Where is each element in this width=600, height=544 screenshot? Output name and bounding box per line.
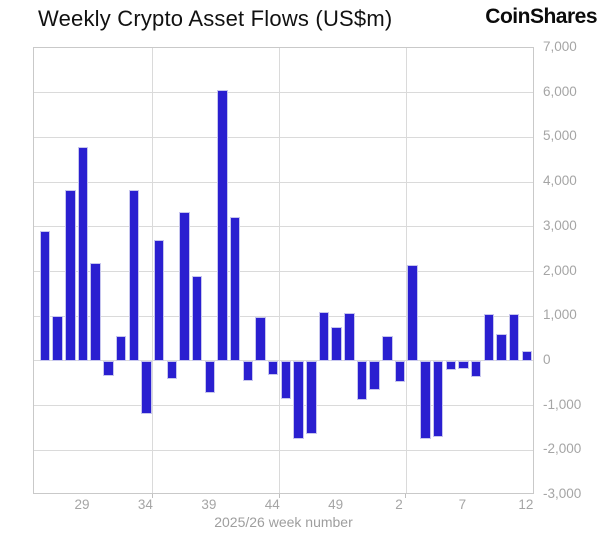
bar-week-44	[267, 360, 279, 375]
bar-week-2	[394, 360, 406, 382]
bar-week-27	[52, 316, 63, 361]
bar-week-6	[445, 360, 456, 371]
x-tick-label: 34	[137, 497, 153, 512]
gridline-h	[34, 271, 533, 272]
gridline-v	[405, 48, 407, 493]
bar-week-1	[382, 335, 393, 361]
y-tick-label: -2,000	[543, 441, 582, 457]
bar-week-36	[166, 360, 178, 379]
bar-week-11	[508, 313, 520, 361]
y-tick-label: 3,000	[543, 217, 577, 233]
bar-week-32	[115, 335, 127, 361]
gridline-v	[152, 48, 154, 493]
x-tick-label: 39	[201, 497, 217, 512]
y-tick-label: -1,000	[543, 396, 582, 412]
bar-week-4	[420, 360, 431, 440]
bar-week-5	[432, 360, 444, 437]
chart-title: Weekly Crypto Asset Flows (US$m)	[38, 6, 393, 31]
y-tick-label: 6,000	[543, 83, 577, 99]
bar-week-48	[318, 311, 330, 361]
bar-week-31	[103, 360, 114, 377]
bar-week-50	[344, 312, 355, 361]
x-tick-label: 12	[518, 497, 534, 512]
gridline-v	[279, 48, 281, 493]
x-axis-tick	[278, 494, 280, 498]
y-tick-label: -3,000	[543, 486, 582, 501]
x-axis-title: 2025/26 week number	[214, 514, 353, 530]
x-tick-label: 49	[328, 497, 344, 512]
bar-week-29	[77, 146, 89, 361]
y-tick-label: 0	[543, 351, 551, 367]
x-tick-label: 2	[395, 497, 403, 512]
bar-week-52	[369, 360, 380, 390]
gridline-h	[34, 181, 533, 183]
y-tick-label: 4,000	[543, 173, 577, 189]
gridline-h	[34, 449, 533, 451]
x-tick-label: 29	[74, 497, 90, 512]
bar-week-35	[153, 239, 165, 361]
bar-week-47	[306, 360, 317, 434]
bar-week-40	[217, 90, 228, 361]
gridline-h	[34, 136, 533, 138]
y-tick-label: 7,000	[543, 39, 577, 54]
bar-week-9	[483, 313, 495, 361]
gridline-h	[34, 226, 533, 228]
coinshares-logo: CoinShares	[485, 5, 597, 28]
x-tick-label: 44	[264, 497, 280, 512]
x-axis-tick	[405, 494, 407, 498]
bar-week-49	[331, 326, 342, 361]
bar-week-42	[242, 360, 254, 381]
bar-week-33	[128, 190, 139, 361]
bar-week-45	[280, 360, 292, 399]
bar-week-8	[470, 360, 482, 377]
bar-week-46	[293, 360, 304, 439]
bar-week-26	[39, 231, 51, 361]
gridline-h	[34, 92, 533, 94]
y-tick-label: 5,000	[543, 128, 577, 144]
bar-week-3	[407, 264, 418, 361]
bar-week-39	[204, 360, 216, 394]
bar-week-7	[458, 360, 469, 370]
bar-week-34	[141, 360, 152, 415]
bar-week-38	[191, 275, 203, 361]
x-axis-tick	[151, 494, 153, 498]
bar-week-41	[229, 216, 241, 361]
x-tick-label: 7	[458, 497, 467, 512]
gridline-h	[34, 405, 533, 407]
bar-week-43	[255, 316, 266, 361]
bar-week-12	[521, 350, 533, 361]
bar-week-37	[179, 212, 190, 361]
y-tick-label: 2,000	[543, 262, 577, 278]
bar-week-28	[65, 190, 76, 361]
gridline-h	[34, 315, 533, 317]
plot-area	[33, 47, 534, 494]
bar-week-30	[90, 263, 101, 361]
bar-week-51	[356, 360, 368, 401]
y-tick-label: 1,000	[543, 307, 577, 323]
bar-week-10	[496, 334, 507, 361]
